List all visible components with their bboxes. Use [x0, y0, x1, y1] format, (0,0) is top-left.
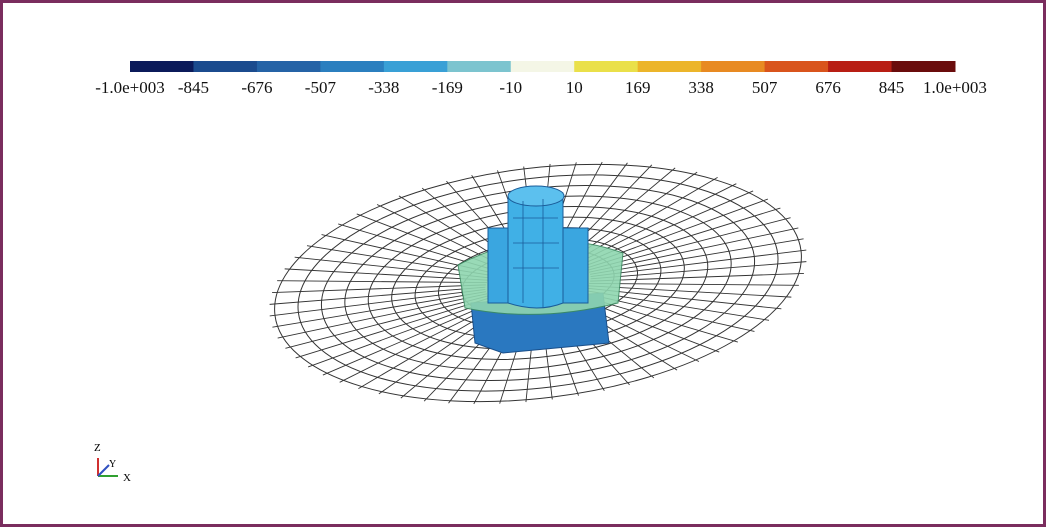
colorbar-label: 10	[566, 78, 583, 97]
core-fin	[563, 228, 588, 303]
colorbar-segment	[257, 61, 321, 72]
colorbar-segment	[130, 61, 194, 72]
viewport-frame: -1.0e+003 -845 -676 -507 -338 -169 -10 10 169 338…	[0, 0, 1046, 527]
mesh-spoke	[270, 289, 486, 315]
core-top	[508, 186, 564, 206]
colorbar-label: 338	[688, 78, 714, 97]
colorbar-label: 169	[625, 78, 651, 97]
y-label: Y	[109, 459, 116, 470]
mesh-spoke	[271, 292, 487, 328]
colorbar-label: -507	[305, 78, 337, 97]
colorbar-label: 845	[879, 78, 905, 97]
colorbar-segment	[511, 61, 575, 72]
colorbar-label: -676	[241, 78, 272, 97]
colorbar-label: -169	[432, 78, 463, 97]
colorbar-segment	[638, 61, 702, 72]
scene: -1.0e+003 -845 -676 -507 -338 -169 -10 10 169 338…	[3, 3, 1043, 524]
colorbar-segment	[384, 61, 448, 72]
core-column	[508, 189, 563, 308]
colorbar-label: 507	[752, 78, 778, 97]
colorbar-label: -338	[368, 78, 399, 97]
colorbar-segment	[193, 61, 257, 72]
colorbar-segment	[701, 61, 765, 72]
z-label: Z	[94, 442, 101, 454]
colorbar: -1.0e+003 -845 -676 -507 -338 -169 -10 10 169 338…	[95, 61, 987, 97]
core-fin	[488, 228, 508, 303]
axis-triad: Z Y X	[94, 442, 131, 484]
mesh-spoke	[270, 278, 486, 314]
colorbar-segment	[574, 61, 638, 72]
colorbar-label: 676	[815, 78, 841, 97]
colorbar-label: -1.0e+003	[95, 78, 165, 97]
colorbar-segment	[765, 61, 829, 72]
colorbar-segment	[828, 61, 892, 72]
core-structure	[458, 186, 623, 353]
x-label: X	[123, 472, 131, 484]
colorbar-segment	[320, 61, 384, 72]
colorbar-segment	[892, 61, 956, 72]
y-axis-arrow	[98, 465, 109, 476]
colorbar-label: -10	[499, 78, 522, 97]
colorbar-label: 1.0e+003	[923, 78, 987, 97]
colorbar-segment	[447, 61, 511, 72]
colorbar-label: -845	[178, 78, 209, 97]
